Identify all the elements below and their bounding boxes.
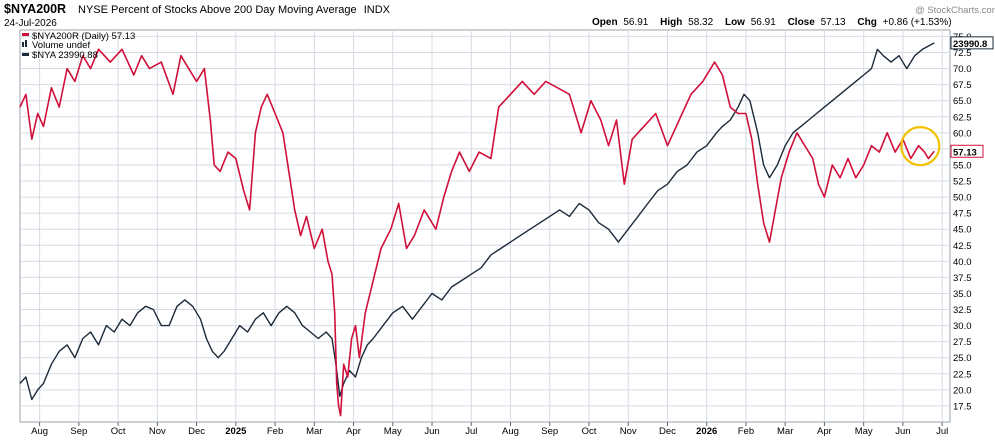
close-value: 57.13	[821, 17, 846, 28]
overlay: 23990.8 57.13	[900, 36, 994, 167]
y-tick-label: 30.0	[953, 321, 972, 332]
x-tick-label: Nov	[149, 426, 166, 437]
low-value: 56.91	[751, 17, 776, 28]
open-value: 56.91	[623, 17, 648, 28]
x-tick-label: Aug	[502, 426, 519, 437]
y-tick-label: 37.5	[953, 273, 972, 284]
legend: $NYA200R (Daily) 57.13 Volume undef $NYA…	[22, 31, 135, 61]
y-tick-label: 40.0	[953, 257, 972, 268]
x-tick-label: Apr	[346, 426, 361, 437]
x-tick-label: Oct	[582, 426, 597, 437]
x-tick-label: Jun	[895, 426, 910, 437]
x-tick-label: Jul	[465, 426, 477, 437]
nya-price-label-box	[950, 36, 994, 50]
y-tick-label: 50.0	[953, 193, 972, 204]
watermark: @ StockCharts.com	[915, 5, 995, 16]
legend-swatch-volume	[22, 42, 24, 47]
legend-nya200r: $NYA200R (Daily) 57.13	[32, 31, 135, 42]
y-tick-label: 27.5	[953, 337, 972, 348]
legend-swatch-volume-2	[25, 40, 27, 47]
x-tick-label: Mar	[306, 426, 322, 437]
x-tick-label: 2026	[696, 426, 717, 437]
y-tick-label: 20.0	[953, 385, 972, 396]
chg-label: Chg	[857, 17, 876, 28]
legend-swatch-nya	[22, 53, 29, 56]
x-tick-label: Jul	[936, 426, 948, 437]
x-tick-label: Oct	[111, 426, 126, 437]
series-line-nya	[19, 42, 935, 401]
plot-area	[19, 29, 951, 423]
series-layer	[19, 42, 935, 417]
low-label: Low	[725, 17, 745, 28]
y-tick-label: 52.5	[953, 177, 972, 188]
close-label: Close	[788, 17, 816, 28]
x-tick-label: Nov	[620, 426, 637, 437]
x-tick-label: Jun	[424, 426, 439, 437]
legend-volume: Volume undef	[32, 40, 90, 51]
x-tick-label: Feb	[267, 426, 283, 437]
x-tick-label: May	[855, 426, 873, 437]
legend-swatch-nya200r	[22, 33, 29, 36]
y-tick-label: 62.5	[953, 112, 972, 123]
y-tick-label: 17.5	[953, 401, 972, 412]
chg-value: +0.86 (+1.53%)	[883, 17, 952, 28]
y-tick-label: 67.5	[953, 80, 972, 91]
y-tick-label: 22.5	[953, 369, 972, 380]
nya-price-label: 23990.8	[953, 39, 987, 50]
nya200r-price-label-box	[950, 144, 984, 158]
x-tick-label: 2025	[225, 426, 247, 437]
x-tick-label: Dec	[188, 426, 205, 437]
x-tick-label: Sep	[70, 426, 87, 437]
symbol-title: $NYA200R	[4, 2, 66, 16]
y-tick-label: 25.0	[953, 353, 972, 364]
chart-description: NYSE Percent of Stocks Above 200 Day Mov…	[78, 4, 391, 16]
index-tag: INDX	[364, 4, 391, 16]
y-tick-label: 42.5	[953, 241, 972, 252]
nya200r-price-label: 57.13	[953, 147, 977, 158]
y-tick-label: 47.5	[953, 209, 972, 220]
grid-lines	[20, 30, 950, 422]
legend-nya: $NYA 23990.88	[32, 50, 98, 61]
x-tick-label: Sep	[541, 426, 558, 437]
y-tick-label: 45.0	[953, 225, 972, 236]
highlight-circle	[900, 126, 941, 167]
description-text: NYSE Percent of Stocks Above 200 Day Mov…	[78, 4, 357, 16]
ohlc-row: Open 56.91 High 58.32 Low 56.91 Close 57…	[592, 17, 952, 28]
x-tick-label: Dec	[659, 426, 676, 437]
x-axis: Aug Sep Oct Nov Dec 2025 Feb Mar Apr May Jun Jul Aug…	[31, 422, 948, 437]
chart-date: 24-Jul-2026	[4, 18, 57, 29]
high-value: 58.32	[688, 17, 713, 28]
y-tick-label: 72.5	[953, 48, 972, 59]
x-tick-label: May	[384, 426, 402, 437]
y-tick-label: 35.0	[953, 289, 972, 300]
y-tick-label: 55.0	[953, 160, 972, 171]
y-tick-label: 60.0	[953, 128, 972, 139]
y-tick-label: 65.0	[953, 96, 972, 107]
high-label: High	[660, 17, 682, 28]
x-tick-label: Mar	[777, 426, 793, 437]
open-label: Open	[592, 17, 618, 28]
series-line-nya200r	[19, 48, 935, 417]
x-tick-label: Apr	[817, 426, 832, 437]
x-tick-label: Feb	[738, 426, 754, 437]
y-tick-label: 70.0	[953, 64, 972, 75]
y-axis: 17.5 20.0 22.5 25.0 27.5 30.0 32.5 35.0 37.5 40.0…	[953, 32, 972, 413]
y-tick-label: 32.5	[953, 305, 972, 316]
x-tick-label: Aug	[31, 426, 48, 437]
